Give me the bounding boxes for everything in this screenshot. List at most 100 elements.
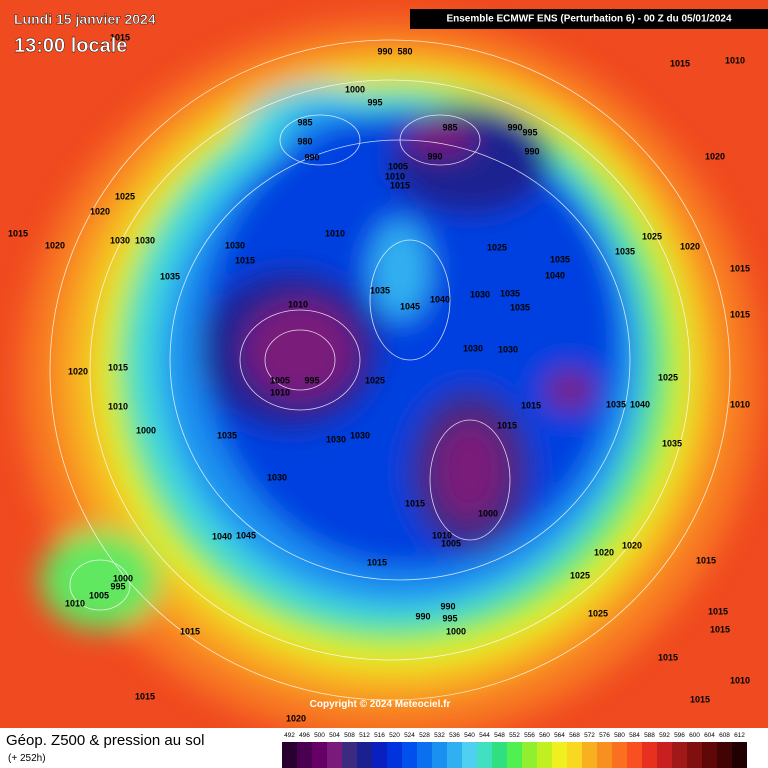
isobar-label: 1000	[113, 573, 133, 583]
isobar-label: 1015	[497, 420, 517, 430]
field	[20, 20, 760, 728]
isobar-label: 1020	[622, 540, 642, 550]
time: 13:00 locale	[14, 35, 127, 57]
isobar-label: 1035	[662, 438, 682, 448]
scale-label: 604	[704, 732, 715, 739]
isobar-label: 1035	[510, 302, 530, 312]
isobar-label: 1035	[615, 246, 635, 256]
isobar-label: 1035	[606, 399, 626, 409]
scale-label: 572	[584, 732, 595, 739]
scale-cell	[282, 742, 297, 768]
footer-title: Géop. Z500 & pression au sol	[6, 732, 204, 749]
scale-cell	[672, 742, 687, 768]
scale-label: 540	[464, 732, 475, 739]
scale-cell	[327, 742, 342, 768]
isobar-label: 1015	[670, 58, 690, 68]
isobar-label: 1030	[470, 289, 490, 299]
scale-cell	[357, 742, 372, 768]
scale-cell	[402, 742, 417, 768]
isobar-label: 1040	[212, 531, 232, 541]
scale-label: 608	[719, 732, 730, 739]
isobar-label: 1000	[345, 84, 365, 94]
isobar-label: 1025	[115, 191, 135, 201]
isobar-label: 1015	[730, 309, 750, 319]
isobar-label: 1045	[400, 301, 420, 311]
scale-cell	[477, 742, 492, 768]
date: Lundi 15 janvier 2024	[14, 11, 156, 27]
isobar-label: 1015	[696, 555, 716, 565]
isobar-label: 1015	[708, 606, 728, 616]
isobar-label: 1005	[388, 161, 408, 171]
isobar-label: 1000	[136, 425, 156, 435]
scale-cell	[717, 742, 732, 768]
isobar-label: 1020	[594, 547, 614, 557]
scale-cell	[582, 742, 597, 768]
scale-label: 516	[374, 732, 385, 739]
scale-cell	[492, 742, 507, 768]
scale-cell	[432, 742, 447, 768]
scale-cell	[657, 742, 672, 768]
isobar-label: 1010	[270, 387, 290, 397]
scale-label: 576	[599, 732, 610, 739]
isobar-label: 1035	[370, 285, 390, 295]
scale-label: 556	[524, 732, 535, 739]
scale-label: 596	[674, 732, 685, 739]
isobar-label: 990	[507, 122, 522, 132]
isobar-label: 1030	[498, 344, 518, 354]
isobar-label: 1000	[478, 508, 498, 518]
scale-label: 588	[644, 732, 655, 739]
isobar-label: 1040	[630, 399, 650, 409]
isobar-label: 1010	[108, 401, 128, 411]
isobar-label: 995	[304, 375, 319, 385]
scale-label: 512	[359, 732, 370, 739]
isobar-label: 1015	[367, 557, 387, 567]
isobar-label: 1030	[326, 434, 346, 444]
isobar-label: 990	[440, 601, 455, 611]
isobar-label: 985	[442, 122, 457, 132]
isobar-label: 1010	[325, 228, 345, 238]
scale-label: 536	[449, 732, 460, 739]
scale-cell	[732, 742, 747, 768]
isobar-label: 990	[304, 152, 319, 162]
scale-cell	[462, 742, 477, 768]
isobar-label: 1030	[135, 235, 155, 245]
isobar-label: 1010	[730, 399, 750, 409]
isobar-label: 1030	[225, 240, 245, 250]
isobar-label: 1035	[550, 254, 570, 264]
isobar-label: 1030	[267, 472, 287, 482]
isobar-label: 1010	[725, 55, 745, 65]
scale-cell	[507, 742, 522, 768]
isobar-label: 985	[297, 117, 312, 127]
isobar-label: 1015	[235, 255, 255, 265]
isobar-label: 995	[110, 581, 125, 591]
scale-label: 544	[479, 732, 490, 739]
scale-label: 492	[284, 732, 295, 739]
scale-cell	[342, 742, 357, 768]
isobar-label: 1030	[110, 235, 130, 245]
isobar-label: 1020	[705, 151, 725, 161]
scale-label: 600	[689, 732, 700, 739]
scale-cell	[372, 742, 387, 768]
isobar-label: 1020	[286, 713, 306, 723]
scale-label: 568	[569, 732, 580, 739]
isobar-label: 995	[522, 127, 537, 137]
isobar-label: 1025	[365, 375, 385, 385]
isobar-label: 1025	[642, 231, 662, 241]
scale-cell	[522, 742, 537, 768]
footer: Géop. Z500 & pression au sol (+ 252h) 49…	[6, 732, 747, 768]
isobar-label: 1015	[521, 400, 541, 410]
isobar-label: 990	[427, 151, 442, 161]
scale-cell	[612, 742, 627, 768]
scale-cell	[537, 742, 552, 768]
scale-cell	[642, 742, 657, 768]
isobar-label: 1015	[180, 626, 200, 636]
isobar-label: 1010	[288, 299, 308, 309]
isobar-label: 1010	[385, 171, 405, 181]
isobar-label: 1025	[588, 608, 608, 618]
isobar-label: 1010	[730, 675, 750, 685]
isobar-label: 1015	[710, 624, 730, 634]
isobar-label: 1040	[545, 270, 565, 280]
